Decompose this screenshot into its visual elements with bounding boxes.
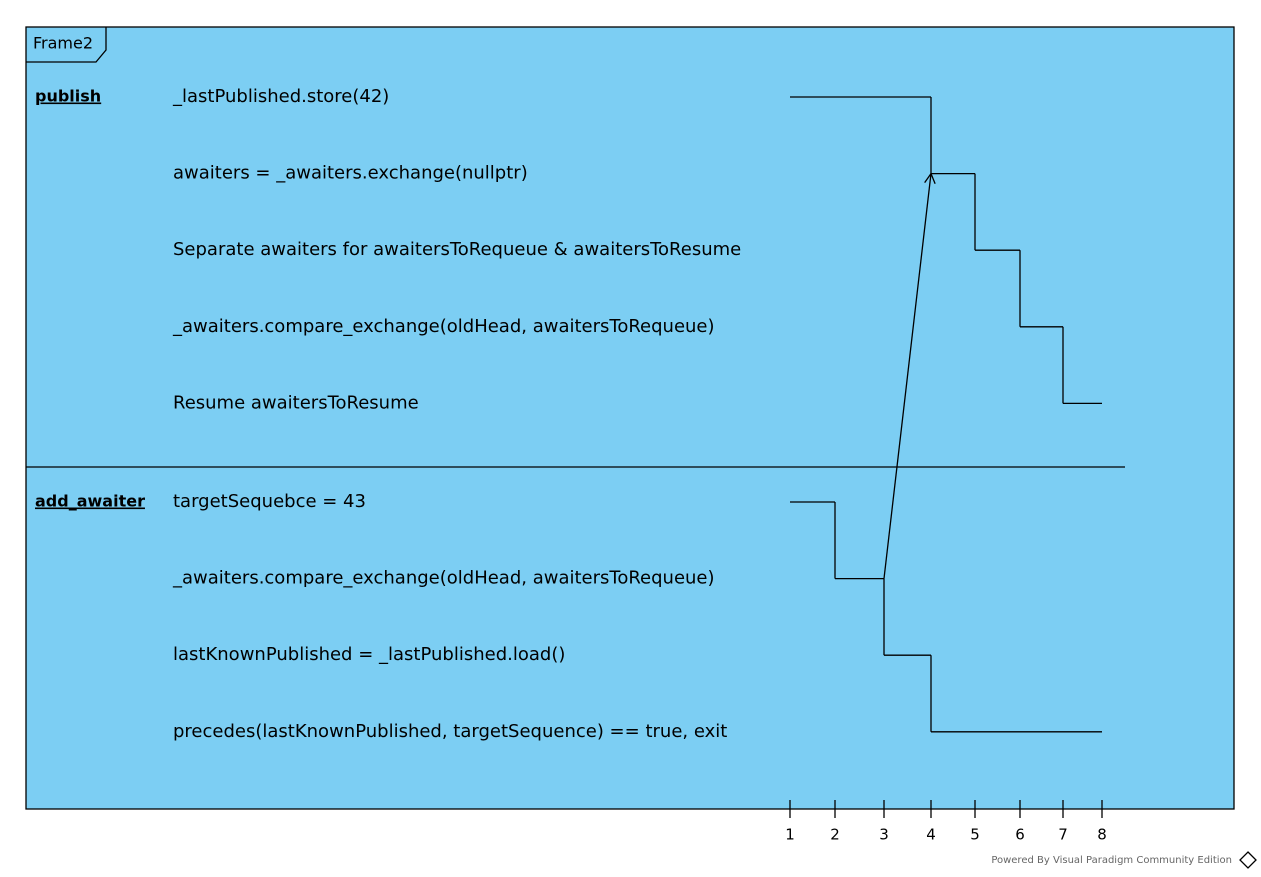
frame-tab: [26, 27, 107, 63]
watermark: Powered By Visual Paradigm Community Edi…: [991, 855, 1232, 866]
time-tick-label: 2: [830, 826, 840, 844]
message-arrowhead: [924, 172, 936, 185]
state-label: _awaiters.compare_exchange(oldHead, awai…: [172, 316, 715, 337]
time-tick-label: 7: [1058, 826, 1068, 844]
lifeline-name: publish: [35, 87, 101, 106]
state-label: targetSequebce = 43: [173, 491, 366, 512]
state-label: _awaiters.compare_exchange(oldHead, awai…: [172, 568, 715, 589]
lifeline-name: add_awaiter: [35, 492, 145, 511]
frame: [25, 26, 1235, 810]
time-tick-label: 8: [1097, 826, 1107, 844]
state-label: _lastPublished.store(42): [172, 86, 389, 107]
time-tick-label: 4: [926, 826, 936, 844]
message: [883, 173, 932, 579]
time-tick-label: 6: [1015, 826, 1025, 844]
time-tick-label: 1: [785, 826, 795, 844]
state-label: awaiters = _awaiters.exchange(nullptr): [173, 163, 528, 184]
state-label: precedes(lastKnownPublished, targetSeque…: [173, 721, 727, 742]
time-tick-label: 3: [879, 826, 889, 844]
state-label: Resume awaitersToResume: [173, 392, 419, 413]
state-label: lastKnownPublished = _lastPublished.load…: [173, 644, 565, 665]
vp-logo: [1239, 851, 1257, 869]
time-tick-label: 5: [970, 826, 980, 844]
frame-title: Frame2: [33, 34, 93, 53]
state-label: Separate awaiters for awaitersToRequeue …: [173, 239, 741, 260]
